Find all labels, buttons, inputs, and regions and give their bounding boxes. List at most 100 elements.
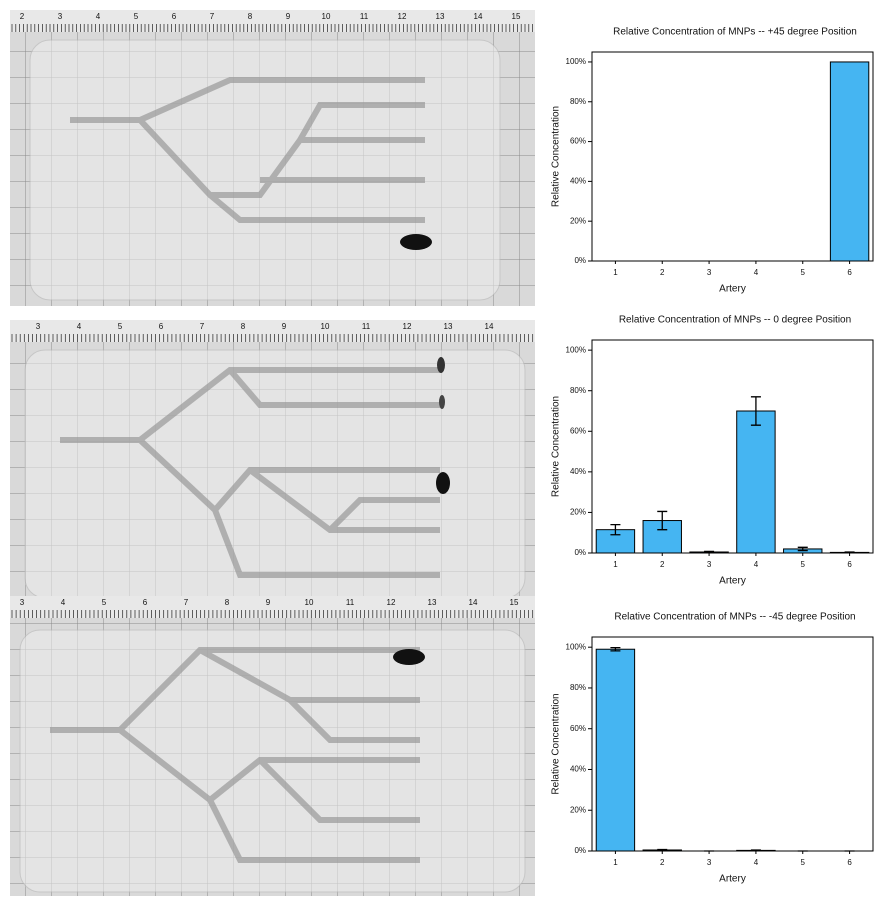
ruler-label: 7 bbox=[184, 598, 189, 607]
ruler-label: 9 bbox=[286, 12, 291, 21]
x-tick-label: 1 bbox=[613, 560, 618, 569]
ruler-label: 7 bbox=[210, 12, 215, 21]
plot-frame bbox=[591, 636, 874, 852]
mnp-cluster bbox=[437, 357, 445, 373]
y-tick-label: 40% bbox=[570, 765, 586, 774]
x-tick-label: 1 bbox=[613, 268, 618, 277]
x-tick-label: 5 bbox=[801, 560, 806, 569]
error-bar bbox=[750, 396, 761, 426]
x-tick-label: 2 bbox=[660, 560, 665, 569]
error-bar bbox=[704, 550, 715, 554]
ruler-label: 5 bbox=[134, 12, 139, 21]
y-tick-label: 100% bbox=[566, 57, 586, 66]
y-axis-label: Relative Concentration bbox=[551, 396, 562, 497]
device bbox=[24, 349, 526, 599]
y-axis-label: Relative Concentration bbox=[551, 106, 562, 207]
ruler-label: 12 bbox=[387, 598, 396, 607]
ruler-label: 5 bbox=[102, 598, 107, 607]
ruler-label: 4 bbox=[77, 322, 82, 331]
ruler bbox=[10, 596, 535, 618]
error-bar bbox=[657, 510, 668, 531]
ruler-label: 4 bbox=[96, 12, 101, 21]
y-tick-label: 100% bbox=[566, 345, 586, 354]
x-tick-label: 5 bbox=[801, 858, 806, 867]
error-bar bbox=[657, 848, 668, 852]
plot-frame bbox=[591, 339, 874, 554]
ruler-label: 14 bbox=[469, 598, 478, 607]
x-axis-label: Artery bbox=[719, 874, 746, 885]
ruler-label: 14 bbox=[474, 12, 483, 21]
y-tick-label: 0% bbox=[574, 256, 586, 265]
ruler-label: 8 bbox=[241, 322, 246, 331]
ruler-label: 8 bbox=[248, 12, 253, 21]
y-tick-label: 60% bbox=[570, 724, 586, 733]
error-bar bbox=[797, 546, 808, 552]
photos bbox=[10, 10, 535, 896]
chart-title: Relative Concentration of MNPs -- -45 de… bbox=[614, 612, 855, 623]
y-tick-label: 0% bbox=[574, 548, 586, 557]
chart-title: Relative Concentration of MNPs -- +45 de… bbox=[613, 27, 857, 38]
ruler-label: 13 bbox=[428, 598, 437, 607]
mnp-cluster bbox=[436, 472, 450, 494]
ruler-label: 11 bbox=[346, 598, 355, 607]
x-tick-label: 6 bbox=[847, 560, 852, 569]
y-tick-label: 60% bbox=[570, 137, 586, 146]
y-tick-label: 0% bbox=[574, 846, 586, 855]
chart-title: Relative Concentration of MNPs -- 0 degr… bbox=[619, 315, 851, 326]
ruler-label: 3 bbox=[58, 12, 63, 21]
mnp-cluster bbox=[439, 395, 445, 409]
x-tick-label: 3 bbox=[707, 858, 712, 867]
ruler-label: 11 bbox=[360, 12, 369, 21]
ruler-label: 6 bbox=[159, 322, 164, 331]
ruler-label: 14 bbox=[485, 322, 494, 331]
ruler-label: 4 bbox=[61, 598, 66, 607]
ruler bbox=[10, 320, 535, 342]
y-axis-label: Relative Concentration bbox=[551, 693, 562, 794]
y-tick-label: 40% bbox=[570, 176, 586, 185]
ruler-label: 5 bbox=[118, 322, 123, 331]
bar bbox=[736, 410, 776, 554]
mnp-cluster bbox=[393, 649, 425, 665]
y-tick-label: 80% bbox=[570, 97, 586, 106]
x-tick-label: 3 bbox=[707, 560, 712, 569]
y-tick-label: 80% bbox=[570, 683, 586, 692]
ruler-label: 10 bbox=[305, 598, 314, 607]
ruler-label: 9 bbox=[282, 322, 287, 331]
y-tick-label: 80% bbox=[570, 386, 586, 395]
ruler-label: 11 bbox=[362, 322, 371, 331]
x-axis-label: Artery bbox=[719, 576, 746, 587]
y-tick-label: 40% bbox=[570, 467, 586, 476]
bar bbox=[595, 648, 636, 852]
ruler-label: 6 bbox=[172, 12, 177, 21]
x-tick-label: 4 bbox=[754, 560, 759, 569]
x-tick-label: 6 bbox=[847, 268, 852, 277]
ruler-label: 12 bbox=[398, 12, 407, 21]
mnp-cluster bbox=[400, 234, 432, 250]
x-tick-label: 5 bbox=[801, 268, 806, 277]
ruler-label: 10 bbox=[321, 322, 330, 331]
ruler-label: 15 bbox=[510, 598, 519, 607]
y-tick-label: 60% bbox=[570, 426, 586, 435]
ruler-label: 13 bbox=[444, 322, 453, 331]
bar bbox=[829, 61, 870, 262]
x-tick-label: 4 bbox=[754, 858, 759, 867]
ruler-label: 7 bbox=[200, 322, 205, 331]
x-axis-label: Artery bbox=[719, 284, 746, 295]
error-bar bbox=[610, 646, 621, 652]
plot-frame bbox=[591, 51, 874, 262]
ruler-label: 8 bbox=[225, 598, 230, 607]
x-tick-label: 4 bbox=[754, 268, 759, 277]
x-tick-label: 3 bbox=[707, 268, 712, 277]
x-tick-label: 6 bbox=[847, 858, 852, 867]
y-tick-label: 100% bbox=[566, 642, 586, 651]
channels bbox=[50, 77, 440, 863]
y-tick-label: 20% bbox=[570, 805, 586, 814]
error-bar bbox=[610, 523, 621, 536]
ruler-label: 13 bbox=[436, 12, 445, 21]
ruler-label: 15 bbox=[512, 12, 521, 21]
x-tick-label: 2 bbox=[660, 858, 665, 867]
ruler-label: 3 bbox=[20, 598, 25, 607]
x-tick-label: 1 bbox=[613, 858, 618, 867]
y-tick-label: 20% bbox=[570, 216, 586, 225]
